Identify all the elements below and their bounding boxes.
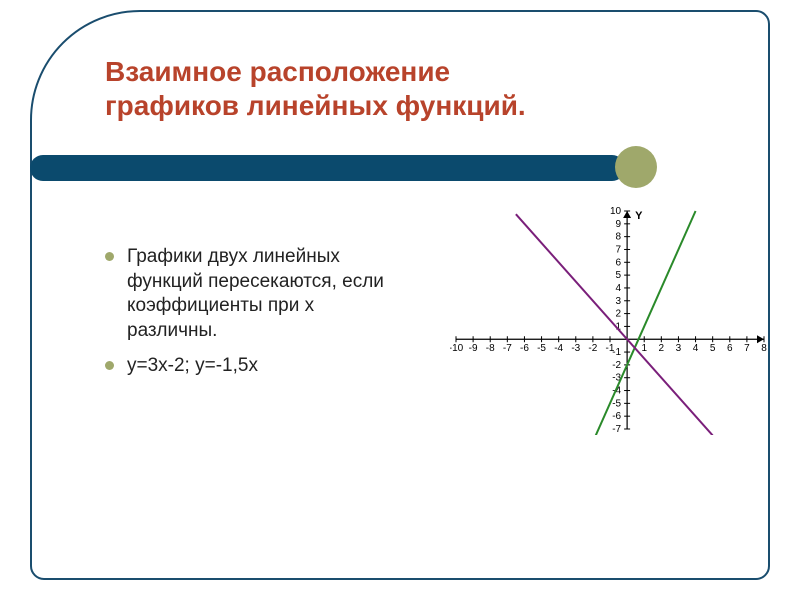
y-tick-label: -7 [612,424,621,435]
y-tick-label: -6 [612,411,621,422]
y-tick-label: 4 [616,283,622,294]
x-tick-label: -9 [469,343,478,354]
y-axis-label: Y [635,210,643,222]
x-tick-label: -7 [503,343,512,354]
x-tick-label: 2 [659,343,665,354]
x-tick-label: 4 [693,343,699,354]
title-divider-cap [615,146,657,188]
x-tick-label: -8 [486,343,495,354]
y-tick-label: -2 [612,360,621,371]
bullet-item-2: y=3x-2; y=-1,5x [105,354,405,379]
x-tick-label: 8 [761,343,767,354]
x-tick-label: -3 [571,343,580,354]
x-tick-label: 7 [744,343,750,354]
slide-title: Взаимное расположение графиков линейных … [105,55,526,122]
x-tick-label: 3 [676,343,682,354]
chart-svg: Y-10-9-8-7-6-5-4-3-2-112345678-7-6-5-4-3… [450,205,770,435]
x-tick-label: 1 [641,343,647,354]
y-tick-label: -1 [612,347,621,358]
x-tick-label: 6 [727,343,733,354]
y-tick-label: -5 [612,398,621,409]
x-tick-label: -5 [537,343,546,354]
x-tick-label: -10 [450,343,464,354]
function-line-1 [593,211,696,435]
title-line-2: графиков линейных функций. [105,89,526,123]
bullet-item-1: Графики двух линейных функций пересекают… [105,245,405,344]
x-tick-label: -6 [520,343,529,354]
x-axis-arrow [757,335,764,343]
y-tick-label: 5 [616,270,622,281]
x-tick-label: 5 [710,343,716,354]
y-tick-label: 10 [610,206,622,217]
y-axis-arrow [623,211,631,218]
y-tick-label: 8 [616,232,622,243]
x-tick-label: -2 [588,343,597,354]
title-line-1: Взаимное расположение [105,55,526,89]
body-text: Графики двух линейных функций пересекают… [105,245,405,388]
x-tick-label: -4 [554,343,563,354]
y-tick-label: 7 [616,244,622,255]
y-tick-label: 3 [616,296,622,307]
title-divider-bar [30,155,625,181]
linear-functions-chart: Y-10-9-8-7-6-5-4-3-2-112345678-7-6-5-4-3… [450,205,770,435]
y-tick-label: 2 [616,309,622,320]
y-tick-label: 6 [616,257,622,268]
y-tick-label: 9 [616,219,622,230]
